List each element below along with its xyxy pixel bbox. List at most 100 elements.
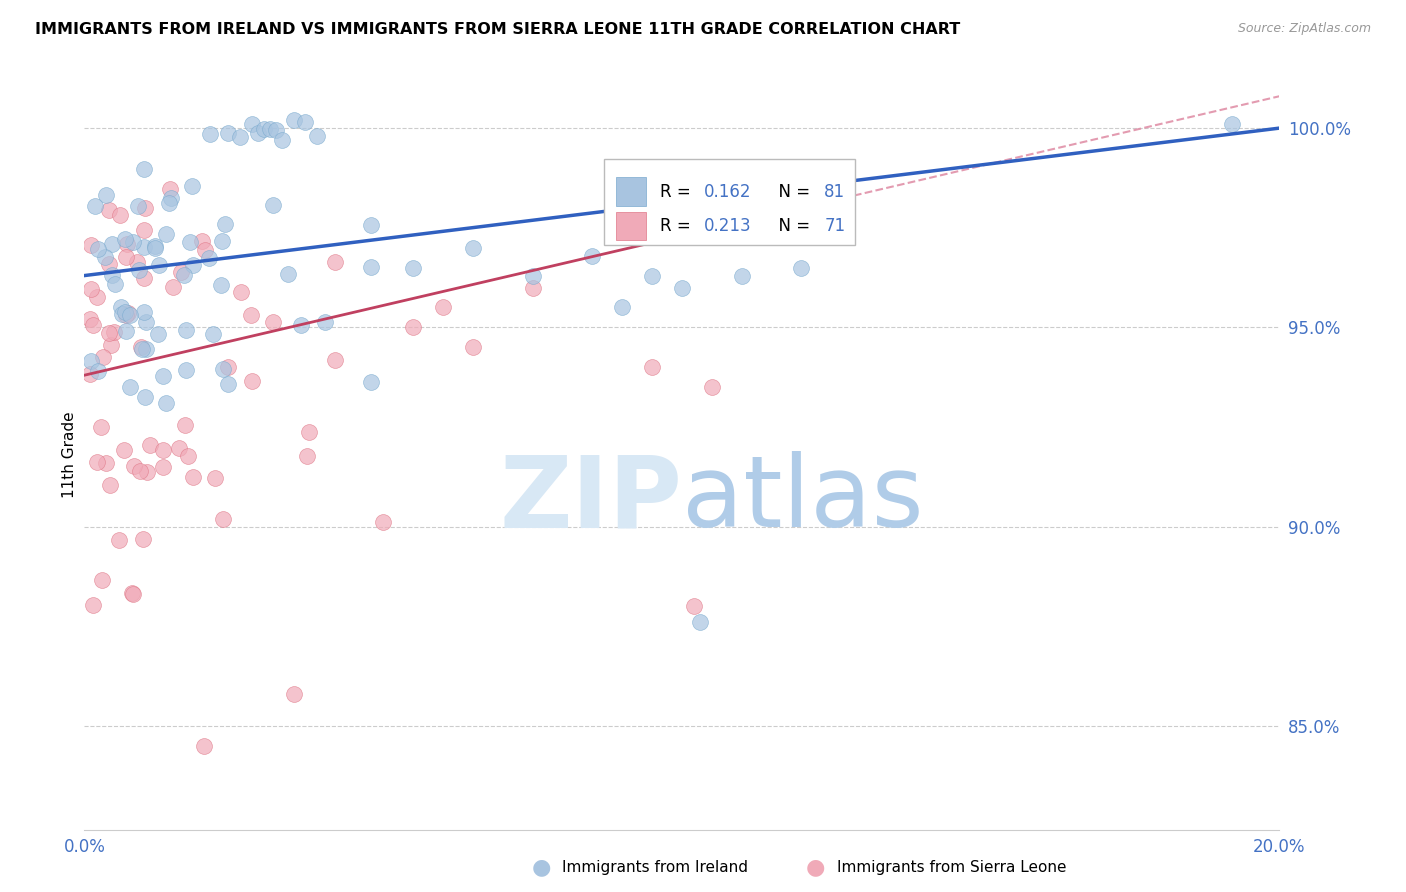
Point bbox=[641, 268, 664, 283]
Point bbox=[118, 308, 141, 322]
Point bbox=[97, 257, 120, 271]
Point bbox=[129, 340, 152, 354]
Point bbox=[159, 191, 181, 205]
Point bbox=[283, 687, 305, 701]
Point bbox=[135, 315, 157, 329]
Point bbox=[641, 360, 664, 375]
Point bbox=[117, 306, 139, 320]
FancyBboxPatch shape bbox=[605, 159, 855, 245]
Point bbox=[152, 368, 174, 383]
Point bbox=[134, 390, 156, 404]
Point bbox=[91, 573, 114, 587]
Text: N =: N = bbox=[768, 183, 815, 201]
Point bbox=[91, 350, 114, 364]
Point bbox=[131, 343, 153, 357]
Point bbox=[121, 235, 143, 249]
Point bbox=[228, 129, 252, 144]
Point bbox=[134, 201, 156, 215]
Point bbox=[136, 465, 159, 479]
Point bbox=[197, 251, 219, 265]
Bar bbox=[616, 212, 647, 241]
Text: ●: ● bbox=[531, 857, 551, 877]
Point bbox=[79, 367, 101, 381]
Point bbox=[262, 197, 284, 211]
Point bbox=[201, 327, 224, 342]
Text: ●: ● bbox=[806, 857, 825, 877]
Point bbox=[121, 587, 143, 601]
Point bbox=[155, 396, 177, 410]
Point bbox=[298, 425, 321, 439]
Text: ZIP: ZIP bbox=[499, 451, 682, 549]
Point bbox=[90, 419, 112, 434]
Point bbox=[360, 260, 382, 274]
Text: atlas: atlas bbox=[682, 451, 924, 549]
Text: 71: 71 bbox=[824, 217, 845, 235]
Point bbox=[110, 301, 132, 315]
Point bbox=[209, 278, 232, 293]
Point bbox=[212, 512, 235, 526]
Point bbox=[86, 455, 108, 469]
Point bbox=[217, 360, 239, 375]
Point bbox=[103, 325, 125, 339]
Point bbox=[373, 515, 395, 529]
Point bbox=[212, 362, 235, 376]
Point bbox=[117, 237, 139, 252]
Point bbox=[240, 374, 263, 388]
Point bbox=[198, 127, 221, 141]
Point bbox=[180, 178, 202, 193]
Point bbox=[115, 250, 138, 264]
Point bbox=[94, 456, 117, 470]
Point bbox=[325, 353, 347, 368]
Point bbox=[239, 308, 262, 322]
Point bbox=[97, 326, 120, 340]
Point bbox=[152, 459, 174, 474]
Point bbox=[240, 116, 263, 130]
Point bbox=[253, 122, 276, 136]
Point bbox=[277, 267, 299, 281]
Point bbox=[100, 338, 122, 352]
Y-axis label: 11th Grade: 11th Grade bbox=[62, 411, 77, 499]
Point bbox=[360, 375, 382, 389]
Point bbox=[290, 318, 312, 332]
Point bbox=[148, 258, 170, 272]
Point bbox=[700, 380, 723, 394]
Point bbox=[402, 320, 425, 334]
Point bbox=[79, 311, 101, 326]
Point bbox=[283, 113, 305, 128]
Point bbox=[135, 342, 157, 356]
Point bbox=[181, 258, 204, 272]
Point bbox=[264, 122, 287, 136]
Point bbox=[98, 202, 121, 217]
Point bbox=[177, 449, 200, 463]
Point bbox=[174, 363, 197, 377]
Point bbox=[128, 263, 150, 277]
Point bbox=[432, 301, 454, 315]
Point bbox=[134, 270, 156, 285]
Point bbox=[402, 260, 425, 275]
Text: R =: R = bbox=[661, 183, 696, 201]
Point bbox=[193, 739, 215, 753]
Point bbox=[101, 237, 124, 252]
Point bbox=[104, 277, 127, 292]
Point bbox=[360, 218, 382, 232]
Point bbox=[111, 307, 134, 321]
Point bbox=[134, 162, 156, 177]
Point bbox=[86, 290, 108, 304]
Point bbox=[194, 243, 217, 257]
Point bbox=[101, 268, 124, 282]
Text: 81: 81 bbox=[824, 183, 845, 201]
Point bbox=[132, 240, 155, 254]
Point bbox=[118, 380, 141, 394]
Text: R =: R = bbox=[661, 217, 696, 235]
Point bbox=[204, 471, 226, 485]
Point bbox=[114, 308, 136, 322]
Point bbox=[1220, 117, 1243, 131]
Point bbox=[122, 459, 145, 474]
Point bbox=[114, 443, 136, 458]
Point bbox=[94, 188, 117, 202]
Point bbox=[176, 323, 198, 337]
Point bbox=[612, 301, 634, 315]
Text: N =: N = bbox=[768, 217, 815, 235]
Point bbox=[98, 477, 121, 491]
Point bbox=[162, 280, 184, 294]
